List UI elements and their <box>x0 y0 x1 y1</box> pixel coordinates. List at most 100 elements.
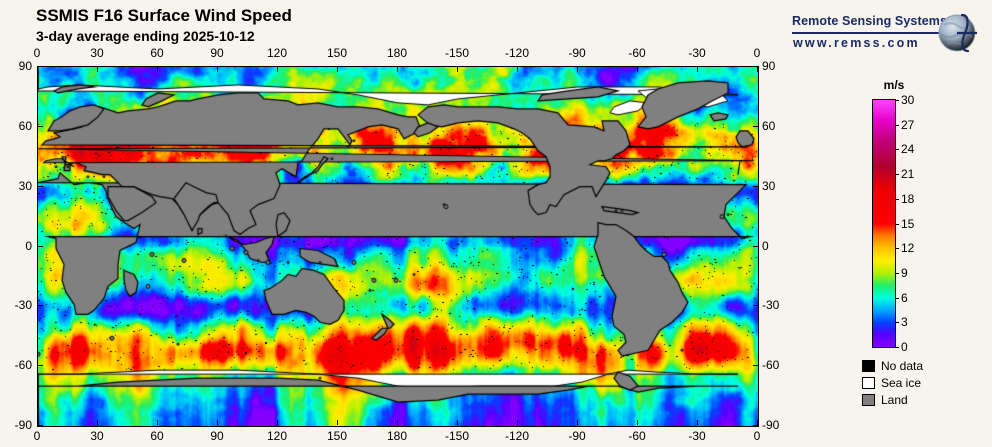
x-axis-label: 0 <box>753 46 761 60</box>
x-axis-label: 120 <box>266 429 288 443</box>
y-axis-tick <box>753 245 758 247</box>
x-axis-label: 0 <box>753 429 761 443</box>
colorbar-tick <box>895 223 899 225</box>
x-axis-tick <box>337 67 338 72</box>
colorbar-tick-label: 18 <box>901 191 915 206</box>
logo-divider <box>792 32 940 34</box>
y-axis-label: 90 <box>762 59 776 73</box>
colorbar-tick <box>895 248 899 250</box>
y-axis-label: 60 <box>18 118 32 133</box>
x-axis-label: 90 <box>210 46 224 60</box>
y-axis-tick <box>753 305 758 307</box>
x-axis-label: -60 <box>628 429 646 443</box>
y-axis-tick <box>753 185 758 187</box>
y-axis-tick <box>38 305 43 307</box>
y-axis-tick <box>753 66 758 67</box>
x-axis-label: 150 <box>326 46 348 60</box>
y-axis-label: 90 <box>18 59 32 73</box>
colorbar-tick-label: 24 <box>901 142 915 157</box>
y-axis-label: 60 <box>762 118 776 133</box>
x-axis-tick <box>97 67 98 72</box>
y-axis-label: 30 <box>762 178 776 193</box>
x-axis-tick <box>97 420 98 425</box>
x-axis-label: 0 <box>33 429 41 443</box>
wind-speed-map <box>37 66 759 427</box>
colorbar-tick-label: 27 <box>901 117 915 132</box>
colorbar-tick-label: 3 <box>901 315 908 330</box>
x-axis-tick <box>757 420 758 425</box>
x-axis-label: 60 <box>150 429 164 443</box>
colorbar-tick <box>895 149 899 151</box>
x-axis-label: -150 <box>444 429 470 443</box>
x-axis-tick <box>157 420 158 425</box>
x-axis-label: -90 <box>568 46 586 60</box>
colorbar-tick-label: 15 <box>901 216 915 231</box>
x-axis-tick <box>217 420 218 425</box>
colorbar-tick-label: 21 <box>901 167 915 182</box>
x-axis-label: -90 <box>568 429 586 443</box>
y-axis-tick <box>753 365 758 367</box>
colorbar-tick <box>895 297 899 299</box>
x-axis-tick <box>397 67 398 72</box>
x-axis-tick <box>757 67 758 72</box>
x-axis-tick <box>577 420 578 425</box>
colorbar-tick-label: 30 <box>901 93 915 107</box>
colorbar-tick <box>895 174 899 176</box>
x-axis-label: 0 <box>33 46 41 60</box>
x-axis-label: 90 <box>210 429 224 443</box>
y-axis-tick <box>38 125 43 127</box>
y-axis-tick <box>753 425 758 426</box>
colorbar-gradient <box>873 100 895 347</box>
colorbar-tick-label: 12 <box>901 241 915 256</box>
page-subtitle: 3-day average ending 2025-10-12 <box>36 28 255 44</box>
x-axis-tick <box>517 67 518 72</box>
colorbar-tick <box>895 347 899 348</box>
colorbar-tick <box>895 272 899 274</box>
logo-organization: Remote Sensing Systems <box>792 14 948 28</box>
x-axis-label: 30 <box>90 429 104 443</box>
y-axis-label: -90 <box>14 418 32 432</box>
y-axis-label: 0 <box>762 238 769 253</box>
x-axis-tick <box>37 420 38 425</box>
class-legend: No data Sea ice Land <box>862 357 923 408</box>
y-axis-label: -30 <box>14 298 32 313</box>
wind-speed-raster <box>38 67 758 426</box>
x-axis-tick <box>37 67 38 72</box>
x-axis-tick <box>697 67 698 72</box>
colorbar <box>872 99 896 348</box>
x-axis-tick <box>697 420 698 425</box>
x-axis-label: -120 <box>504 46 530 60</box>
legend-label: No data <box>881 358 924 373</box>
legend-swatch <box>862 393 875 406</box>
y-axis-label: -90 <box>762 418 780 432</box>
x-axis-tick <box>337 420 338 425</box>
legend-item: Land <box>862 391 923 408</box>
x-axis-tick <box>277 67 278 72</box>
y-axis-tick <box>38 245 43 247</box>
x-axis-tick <box>217 67 218 72</box>
colorbar-tick-label: 6 <box>901 290 908 305</box>
x-axis-tick <box>637 67 638 72</box>
x-axis-label: -60 <box>628 46 646 60</box>
x-axis-tick <box>397 420 398 425</box>
x-axis-label: -150 <box>444 46 470 60</box>
rss-logo[interactable]: Remote Sensing Systems www.remss.com <box>792 8 988 58</box>
x-axis-tick <box>157 67 158 72</box>
x-axis-label: 180 <box>386 429 408 443</box>
legend-item: Sea ice <box>862 374 923 391</box>
page-title: SSMIS F16 Surface Wind Speed <box>36 6 292 25</box>
x-axis-label: 150 <box>326 429 348 443</box>
x-axis-label: -120 <box>504 429 530 443</box>
y-axis-label: -60 <box>762 358 780 373</box>
colorbar-tick <box>895 198 899 200</box>
colorbar-tick <box>895 322 899 324</box>
y-axis-tick <box>38 185 43 187</box>
y-axis-tick <box>38 365 43 367</box>
y-axis-tick <box>38 425 43 426</box>
x-axis-tick <box>457 420 458 425</box>
x-axis-label: -30 <box>688 429 706 443</box>
y-axis-label: 30 <box>18 178 32 193</box>
logo-website: www.remss.com <box>793 36 920 50</box>
y-axis-label: -30 <box>762 298 780 313</box>
x-axis-label: 120 <box>266 46 288 60</box>
